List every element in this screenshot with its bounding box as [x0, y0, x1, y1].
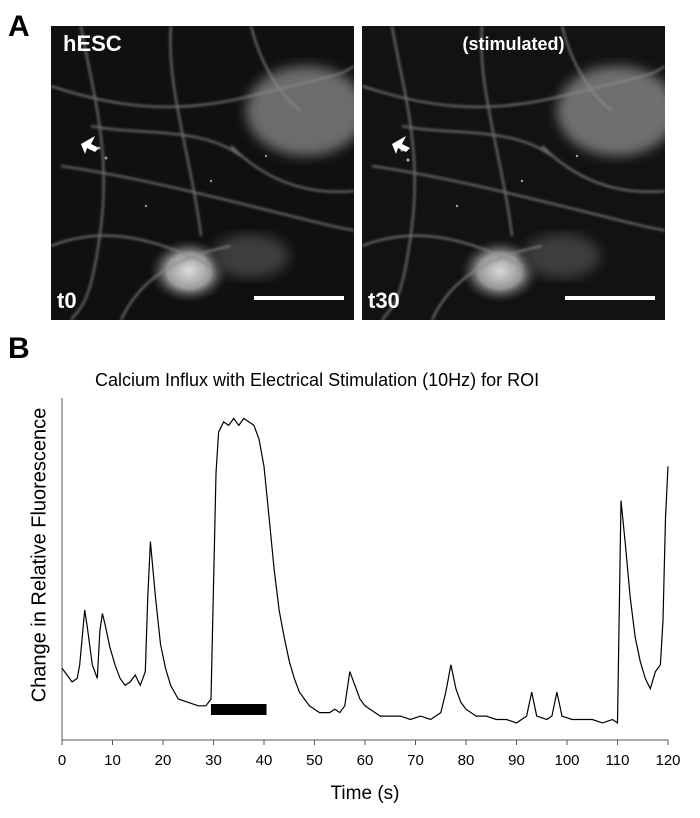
series-line-roi	[61, 417, 669, 725]
chart-title: Calcium Influx with Electrical Stimulati…	[95, 370, 540, 390]
x-tick-label: 0	[58, 752, 66, 769]
x-ticks	[61, 740, 669, 745]
neuron-soma-lower	[149, 239, 229, 303]
x-tick-label: 50	[306, 752, 323, 769]
x-tick-label: 80	[458, 752, 475, 769]
neurite-network	[362, 26, 665, 320]
arrow-marker-icon	[81, 136, 99, 154]
time-label: t0	[57, 288, 77, 313]
neuron-soma-lower	[460, 239, 540, 303]
scale-bar	[254, 296, 344, 300]
x-tick-label: 10	[104, 752, 121, 769]
x-tick-label: 30	[205, 752, 222, 769]
x-tick-label: 120	[655, 752, 680, 769]
panel-b-label: B	[8, 332, 30, 365]
image-top-label: (stimulated)	[462, 34, 565, 54]
stimulation-bar	[210, 704, 267, 715]
x-tick-label: 90	[508, 752, 525, 769]
arrow-marker-icon	[392, 136, 410, 154]
micrograph-t0: hESC t0	[51, 26, 354, 320]
time-label: t30	[368, 288, 400, 313]
neurite-network	[51, 26, 354, 320]
x-tick-label: 110	[606, 752, 630, 769]
x-tick-label: 20	[155, 752, 172, 769]
x-tick-label: 60	[357, 752, 374, 769]
panel-a-label: A	[8, 10, 30, 43]
x-tick-label: 40	[256, 752, 273, 769]
fluorescence-chart: 0 10 20 30 40 50 60 70 80 90 100 110 120	[58, 398, 681, 769]
x-tick-labels: 0 10 20 30 40 50 60 70 80 90 100 110 120	[58, 752, 681, 769]
micrograph-t30-image	[362, 26, 665, 320]
x-tick-label: 100	[554, 752, 579, 769]
image-top-label: hESC	[63, 31, 122, 56]
x-axis-label: Time (s)	[330, 783, 400, 804]
scale-bar	[565, 296, 655, 300]
micrograph-t30: (stimulated) t30	[362, 26, 665, 320]
x-tick-label: 70	[407, 752, 424, 769]
micrograph-t0-image	[51, 26, 354, 320]
